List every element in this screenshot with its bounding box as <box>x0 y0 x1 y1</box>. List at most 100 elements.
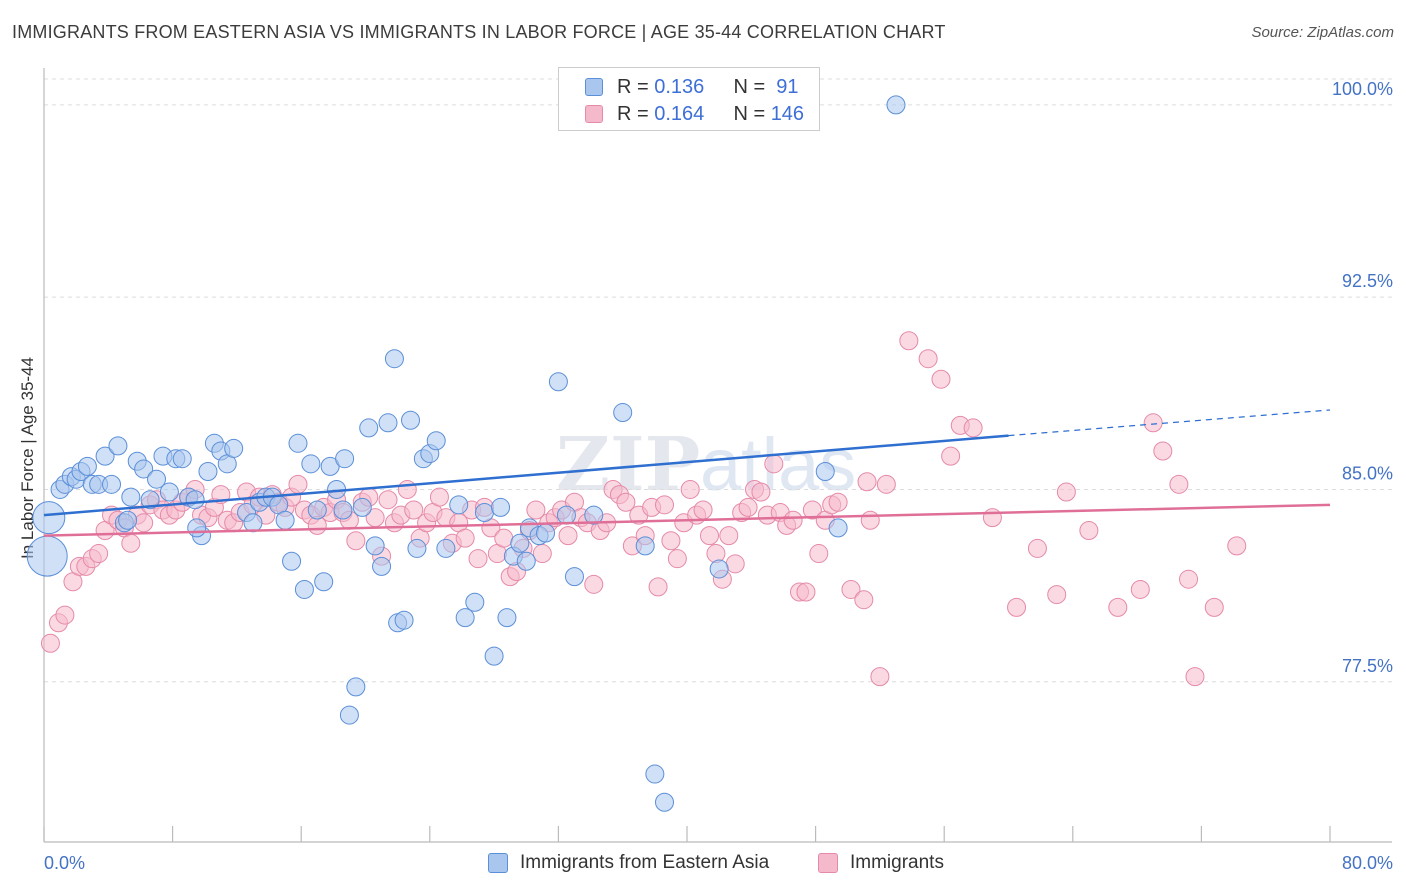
eastern-asia-point <box>140 490 160 510</box>
eastern-asia-point <box>815 462 835 482</box>
immigrants-trend-line <box>43 503 1331 537</box>
eastern-asia-point <box>243 513 263 533</box>
y-tick-label: 92.5% <box>1342 271 1393 291</box>
immigrants-point <box>751 482 771 502</box>
eastern-asia-point <box>224 438 244 458</box>
immigrants-point <box>680 479 700 499</box>
stats-text-eastern-asia: R = 0.136 N = 91 <box>617 76 799 99</box>
immigrants-point <box>397 479 417 499</box>
immigrants-point <box>288 474 308 494</box>
immigrants-point <box>1007 597 1027 617</box>
immigrants-point <box>1130 579 1150 599</box>
eastern-asia-point <box>474 503 494 523</box>
immigrants-point <box>870 667 890 687</box>
immigrants-point <box>1027 538 1047 558</box>
legend-item-eastern-asia: Immigrants from Eastern Asia <box>488 852 769 874</box>
immigrants-point <box>941 446 961 466</box>
eastern-asia-point <box>426 431 446 451</box>
eastern-asia-point <box>307 500 327 520</box>
immigrants-point <box>706 544 726 564</box>
eastern-asia-point <box>645 764 665 784</box>
eastern-asia-point <box>359 418 379 438</box>
immigrants-point <box>584 574 604 594</box>
eastern-asia-point <box>26 535 68 577</box>
immigrants-point <box>918 349 938 369</box>
immigrants-point <box>89 544 109 564</box>
gridlines <box>44 78 1392 683</box>
eastern-asia-point <box>187 518 207 538</box>
eastern-asia-point <box>491 497 511 517</box>
immigrants-point <box>860 510 880 530</box>
eastern-asia-point <box>635 536 655 556</box>
immigrants-point <box>558 526 578 546</box>
immigrants-point <box>667 549 687 569</box>
immigrants-point <box>764 454 784 474</box>
y-tick-label: 77.5% <box>1342 656 1393 676</box>
immigrants-point <box>1179 569 1199 589</box>
immigrants-point <box>494 528 514 548</box>
immigrants-point <box>802 500 822 520</box>
r-value: 0.136 <box>654 75 705 98</box>
eastern-asia-point <box>536 523 556 543</box>
axes <box>43 68 1392 843</box>
immigrants-point <box>809 544 829 564</box>
immigrants-point <box>378 490 398 510</box>
immigrants-point <box>1047 585 1067 605</box>
immigrants-point <box>854 590 874 610</box>
eastern-asia-point <box>121 487 141 507</box>
eastern-asia-point <box>282 551 302 571</box>
immigrants-point <box>841 579 861 599</box>
eastern-asia-point <box>32 501 66 535</box>
eastern-asia-point <box>613 403 633 423</box>
eastern-asia-point <box>564 567 584 587</box>
eastern-asia-point <box>335 449 355 469</box>
eastern-asia-point <box>134 459 154 479</box>
eastern-asia-point <box>346 677 366 697</box>
eastern-asia-point <box>584 505 604 525</box>
immigrants-point <box>796 582 816 602</box>
eastern-asia-point <box>314 572 334 592</box>
immigrants-point <box>1056 482 1076 502</box>
eastern-asia-point <box>365 536 385 556</box>
immigrants-point <box>654 495 674 515</box>
eastern-asia-point <box>288 433 308 453</box>
r-label: R = <box>617 75 655 98</box>
immigrants-point <box>738 497 758 517</box>
immigrants-point <box>1143 413 1163 433</box>
eastern-asia-point <box>484 646 504 666</box>
immigrants-point <box>134 513 154 533</box>
eastern-asia-point <box>275 510 295 530</box>
r-label: R = <box>617 102 655 125</box>
series-legend: Immigrants from Eastern Asia Immigrants <box>0 852 1406 878</box>
legend-label: Immigrants from Eastern Asia <box>520 852 770 873</box>
eastern-asia-point <box>198 462 218 482</box>
eastern-asia-point <box>407 538 427 558</box>
source-label: Source: ZipAtlas.com <box>1251 24 1394 41</box>
eastern-asia-point <box>455 608 475 628</box>
eastern-asia-point <box>333 500 353 520</box>
immigrants-point <box>346 531 366 551</box>
immigrants-point <box>429 487 449 507</box>
eastern-asia-swatch <box>585 78 603 96</box>
r-value: 0.164 <box>654 102 705 125</box>
eastern-asia-point <box>516 551 536 571</box>
eastern-asia-point <box>172 449 192 469</box>
immigrants-point <box>963 418 983 438</box>
eastern-asia-point <box>108 436 128 456</box>
immigrants-point <box>1185 667 1205 687</box>
eastern-asia-point <box>449 495 469 515</box>
immigrants-point <box>931 369 951 389</box>
eastern-asia-point <box>378 413 398 433</box>
immigrants-point <box>121 533 141 553</box>
eastern-asia-point <box>401 410 421 430</box>
immigrants-point <box>1169 474 1189 494</box>
immigrants-points <box>40 331 1247 687</box>
immigrants-point <box>828 492 848 512</box>
immigrants-point <box>648 577 668 597</box>
watermark: ZIP atlas <box>556 422 856 508</box>
eastern-asia-point <box>147 469 167 489</box>
immigrants-point <box>616 492 636 512</box>
x-tick-labels: 0.0% 80.0% <box>44 853 1393 873</box>
eastern-asia-point <box>339 705 359 725</box>
